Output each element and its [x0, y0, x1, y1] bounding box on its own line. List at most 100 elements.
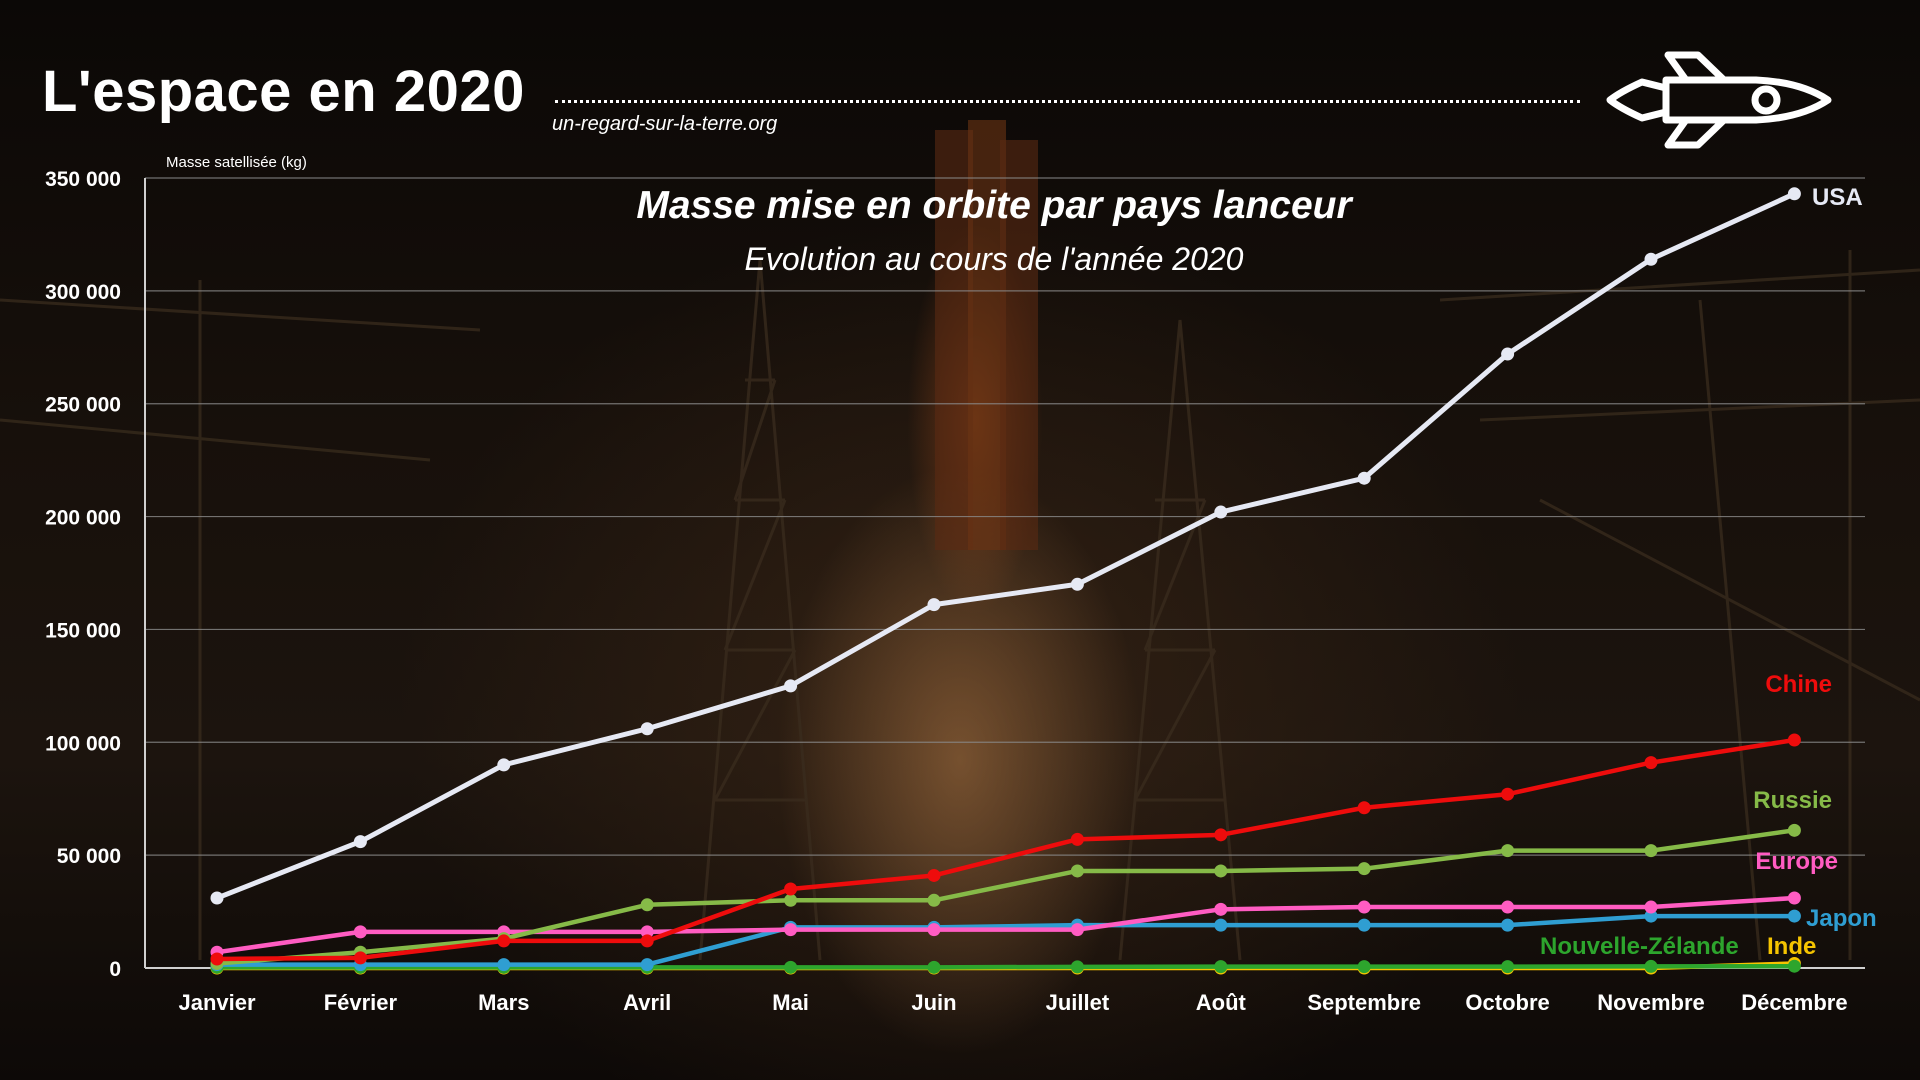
data-point-Japon [497, 958, 511, 972]
x-tick-label: Novembre [1597, 990, 1705, 1015]
header-divider [555, 100, 1580, 103]
series-label-Russie: Russie [1753, 787, 1832, 814]
data-point-Russie [1501, 844, 1515, 858]
data-point-Japon [640, 958, 654, 972]
x-tick-label: Décembre [1741, 990, 1847, 1015]
y-tick-label: 300 000 [45, 281, 121, 304]
data-point-USA [1357, 471, 1371, 485]
series-line-USA [216, 191, 1796, 901]
y-tick-label: 200 000 [45, 507, 121, 530]
data-point-Europe [1501, 900, 1515, 914]
x-tick-label: Mai [772, 990, 809, 1015]
y-tick-label: 100 000 [45, 732, 121, 755]
data-point-Russie [1357, 862, 1371, 876]
data-point-Japon [1501, 918, 1515, 932]
series-label-Inde: Inde [1767, 933, 1816, 960]
data-point-Chine [1214, 828, 1228, 842]
data-point-Europe [927, 923, 941, 937]
data-point-Europe [640, 925, 654, 939]
series-label-Nouvelle-Zélande: Nouvelle-Zélande [1540, 933, 1739, 960]
data-point-Europe [1357, 900, 1371, 914]
y-tick-label: 50 000 [57, 845, 121, 868]
y-tick-label: 150 000 [45, 619, 121, 642]
data-point-Nouvelle-Zélande [1644, 959, 1658, 973]
data-point-Chine [497, 934, 511, 948]
data-point-Europe [1070, 923, 1084, 937]
y-axis-label: Masse satellisée (kg) [166, 154, 307, 171]
data-point-Nouvelle-Zélande [1070, 960, 1084, 974]
data-point-Japon [1644, 909, 1658, 923]
y-tick-label: 0 [109, 958, 121, 981]
data-point-USA [784, 679, 798, 693]
x-tick-label: Juin [911, 990, 956, 1015]
data-point-Nouvelle-Zélande [1214, 960, 1228, 974]
series-label-Japon: Japon [1806, 905, 1877, 932]
x-tick-label: Juillet [1046, 990, 1110, 1015]
x-tick-label: Février [324, 990, 398, 1015]
data-point-Chine [640, 934, 654, 948]
data-point-Europe [1787, 891, 1801, 905]
series-line-Europe [216, 895, 1795, 955]
data-point-USA [1070, 577, 1084, 591]
page-title: L'espace en 2020 [42, 59, 525, 124]
data-point-Nouvelle-Zélande [784, 960, 798, 974]
series-label-Chine: Chine [1765, 671, 1832, 698]
data-point-Chine [927, 868, 941, 882]
data-point-Nouvelle-Zélande [1357, 960, 1371, 974]
data-point-Russie [927, 893, 941, 907]
data-point-Nouvelle-Zélande [1501, 960, 1515, 974]
data-point-Japon [1357, 918, 1371, 932]
data-point-USA [640, 722, 654, 736]
x-tick-label: Janvier [178, 990, 255, 1015]
data-point-Russie [1214, 864, 1228, 878]
data-point-Japon [1787, 909, 1801, 923]
data-point-USA [353, 835, 367, 849]
data-point-Nouvelle-Zélande [1787, 959, 1801, 973]
rocket-icon [1606, 51, 1832, 149]
data-point-Japon [1214, 918, 1228, 932]
series-line-Nouvelle-Zélande [217, 963, 1795, 970]
chart-subtitle: Evolution au cours de l'année 2020 [745, 241, 1244, 277]
x-tick-label: Mars [478, 990, 529, 1015]
data-point-USA [1214, 505, 1228, 519]
x-tick-label: Octobre [1465, 990, 1549, 1015]
x-tick-label: Avril [623, 990, 671, 1015]
y-tick-label: 250 000 [45, 394, 121, 417]
series-line-Chine [216, 737, 1795, 962]
y-tick-label: 350 000 [45, 168, 121, 191]
data-point-USA [1787, 187, 1801, 201]
data-point-Nouvelle-Zélande [927, 960, 941, 974]
data-point-Chine [1501, 787, 1515, 801]
data-point-Chine [1787, 733, 1801, 747]
chart-title: Masse mise en orbite par pays lanceur [636, 184, 1353, 227]
data-point-Europe [1644, 900, 1658, 914]
data-point-Chine [210, 952, 224, 966]
series-label-USA: USA [1812, 184, 1863, 211]
data-point-USA [1644, 252, 1658, 266]
data-point-USA [927, 598, 941, 612]
data-point-Chine [353, 951, 367, 965]
data-point-Russie [640, 898, 654, 912]
data-point-Russie [1787, 823, 1801, 837]
data-point-USA [497, 758, 511, 772]
data-point-Chine [784, 882, 798, 896]
x-tick-label: Septembre [1307, 990, 1421, 1015]
data-point-Russie [1070, 864, 1084, 878]
data-point-USA [1501, 347, 1515, 361]
site-url: un-regard-sur-la-terre.org [552, 113, 778, 135]
data-point-Chine [1644, 756, 1658, 770]
data-point-Europe [353, 925, 367, 939]
series-label-Europe: Europe [1755, 848, 1838, 875]
data-point-Chine [1070, 832, 1084, 846]
data-point-Europe [784, 923, 798, 937]
data-point-Europe [1214, 902, 1228, 916]
series-line-Russie [216, 828, 1795, 966]
series-line-Japon [217, 913, 1795, 967]
data-point-Russie [784, 893, 798, 907]
data-point-Chine [1357, 801, 1371, 815]
data-point-USA [210, 891, 224, 905]
x-tick-label: Août [1196, 990, 1247, 1015]
data-point-Russie [1644, 844, 1658, 858]
